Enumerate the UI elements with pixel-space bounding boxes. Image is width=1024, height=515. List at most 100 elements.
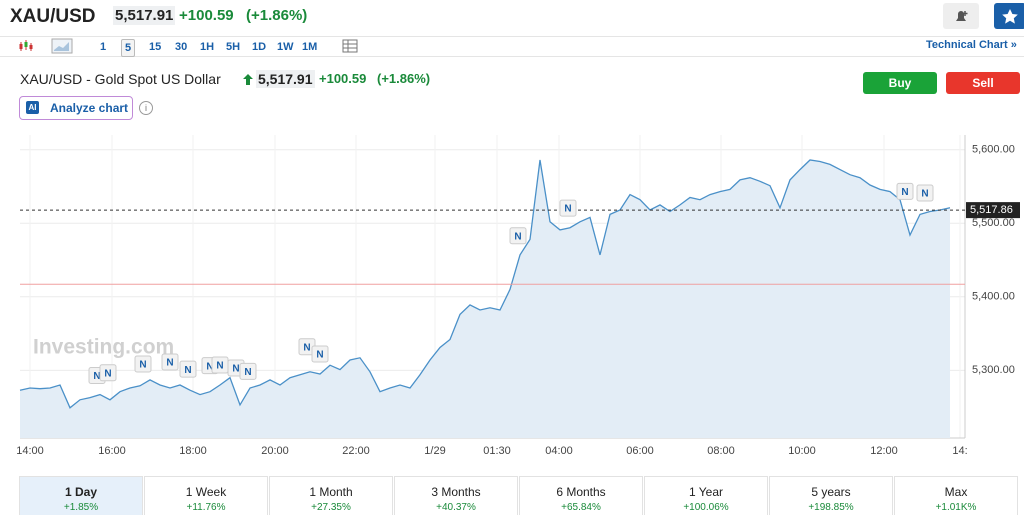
- area-fill: [20, 160, 950, 438]
- y-tick-label: 5,400.00: [972, 291, 1015, 303]
- period-tab[interactable]: 1 Day +1.85%: [19, 476, 143, 515]
- news-marker[interactable]: N: [134, 355, 152, 373]
- news-marker[interactable]: N: [179, 360, 197, 378]
- news-label: N: [921, 189, 928, 200]
- news-label: N: [104, 368, 111, 379]
- period-change: +65.84%: [561, 502, 601, 513]
- news-box: [311, 345, 329, 363]
- period-tab[interactable]: 5 years +198.85%: [769, 476, 893, 515]
- chart: 5,300.00 5,400.00 5,500.00 5,600.00 14:00 16:…: [16, 135, 1020, 457]
- news-label: N: [316, 350, 323, 361]
- news-label: N: [139, 360, 146, 371]
- interval[interactable]: 5: [121, 39, 136, 57]
- news-label: N: [206, 361, 213, 372]
- analyze-chart-button[interactable]: AI Analyze chart: [19, 96, 133, 120]
- chart-title: XAU/USD - Gold Spot US Dollar: [20, 71, 221, 87]
- star-icon: [1002, 9, 1018, 24]
- news-box: [179, 360, 197, 378]
- period-tab[interactable]: 1 Month +27.35%: [269, 476, 393, 515]
- x-tick-label: 22:00: [342, 445, 370, 457]
- interval[interactable]: 1: [100, 41, 107, 53]
- chart-change-pct: (+1.86%): [377, 71, 431, 86]
- technical-chart-link[interactable]: Technical Chart »: [926, 39, 1017, 51]
- period-tab[interactable]: 1 Week +11.76%: [144, 476, 268, 515]
- period-label: 3 Months: [431, 485, 481, 499]
- news-marker[interactable]: N: [239, 362, 257, 380]
- y-tick-label: 5,600.00: [972, 144, 1015, 156]
- news-marker[interactable]: N: [896, 182, 914, 200]
- news-label: N: [232, 364, 239, 375]
- x-tick-label: 14:: [952, 445, 967, 457]
- news-box: [239, 362, 257, 380]
- x-tick-label: 12:00: [870, 445, 898, 457]
- period-tab[interactable]: 6 Months +65.84%: [519, 476, 643, 515]
- y-tick-label: 5,300.00: [972, 364, 1015, 376]
- news-marker[interactable]: N: [161, 353, 179, 371]
- period-label: 6 Months: [556, 485, 606, 499]
- period-label: 1 Month: [309, 485, 353, 499]
- news-label: N: [184, 365, 191, 376]
- period-tab[interactable]: Max +1.01K%: [894, 476, 1018, 515]
- interval[interactable]: 1D: [252, 41, 267, 53]
- news-box: [134, 355, 152, 373]
- x-tick-label: 01:30: [483, 445, 511, 457]
- change-pct: (+1.86%): [246, 7, 308, 24]
- period-change: +100.06%: [683, 502, 729, 513]
- news-label: N: [901, 187, 908, 198]
- x-tick-label: 1/29: [424, 445, 445, 457]
- watermark: Investing.com: [33, 336, 174, 359]
- alert-button[interactable]: [943, 3, 979, 29]
- ai-badge: AI: [26, 101, 39, 114]
- interval[interactable]: 1W: [277, 41, 294, 53]
- interval[interactable]: 1H: [200, 41, 215, 53]
- info-icon[interactable]: i: [139, 101, 153, 115]
- chart-type-icons[interactable]: [18, 38, 78, 54]
- news-marker[interactable]: N: [916, 184, 934, 202]
- news-box: [916, 184, 934, 202]
- x-tick-label: 04:00: [545, 445, 573, 457]
- watchlist-button[interactable]: [994, 3, 1024, 29]
- period-change: +1.01K%: [935, 502, 977, 513]
- news-marker[interactable]: N: [99, 364, 117, 382]
- change: +100.59: [179, 7, 234, 24]
- x-tick-label: 10:00: [788, 445, 816, 457]
- news-label: N: [93, 371, 100, 382]
- news-label: N: [244, 367, 251, 378]
- period-change: +40.37%: [436, 502, 476, 513]
- news-box: [896, 182, 914, 200]
- news-marker[interactable]: N: [559, 199, 577, 217]
- interval[interactable]: 1M: [302, 41, 318, 53]
- news-marker[interactable]: N: [211, 356, 229, 374]
- news-box: [509, 227, 527, 245]
- interval[interactable]: 15: [149, 41, 162, 53]
- x-tick-label: 16:00: [98, 445, 126, 457]
- chart-change: +100.59: [319, 71, 367, 86]
- interval[interactable]: 30: [175, 41, 188, 53]
- symbol: XAU/USD: [10, 6, 96, 27]
- last-price-label: 5,517.86: [970, 204, 1013, 216]
- up-arrow: [243, 74, 253, 85]
- period-label: 1 Day: [64, 485, 98, 499]
- news-label: N: [166, 358, 173, 369]
- price: 5,517.91: [113, 6, 176, 25]
- sell-button[interactable]: Sell: [946, 72, 1020, 94]
- period-change: +27.35%: [311, 502, 351, 513]
- news-marker[interactable]: N: [311, 345, 329, 363]
- news-marker[interactable]: N: [509, 227, 527, 245]
- top-bar: XAU/USD 5,517.91 +100.59 (+1.86%): [0, 0, 1024, 37]
- period-label: 1 Year: [688, 485, 724, 499]
- period-tab[interactable]: 3 Months +40.37%: [394, 476, 518, 515]
- period-change: +1.85%: [63, 502, 99, 513]
- news-box: [161, 353, 179, 371]
- chart-price: 5,517.91: [256, 70, 315, 88]
- y-tick-label: 5,500.00: [972, 217, 1015, 229]
- news-label: N: [216, 361, 223, 372]
- news-label: N: [514, 231, 521, 242]
- buy-button[interactable]: Buy: [863, 72, 937, 94]
- x-tick-label: 14:00: [16, 445, 44, 457]
- x-tick-label: 08:00: [707, 445, 735, 457]
- interval[interactable]: 5H: [226, 41, 241, 53]
- period-tab[interactable]: 1 Year +100.06%: [644, 476, 768, 515]
- table-icon[interactable]: [342, 39, 358, 53]
- x-tick-label: 20:00: [261, 445, 289, 457]
